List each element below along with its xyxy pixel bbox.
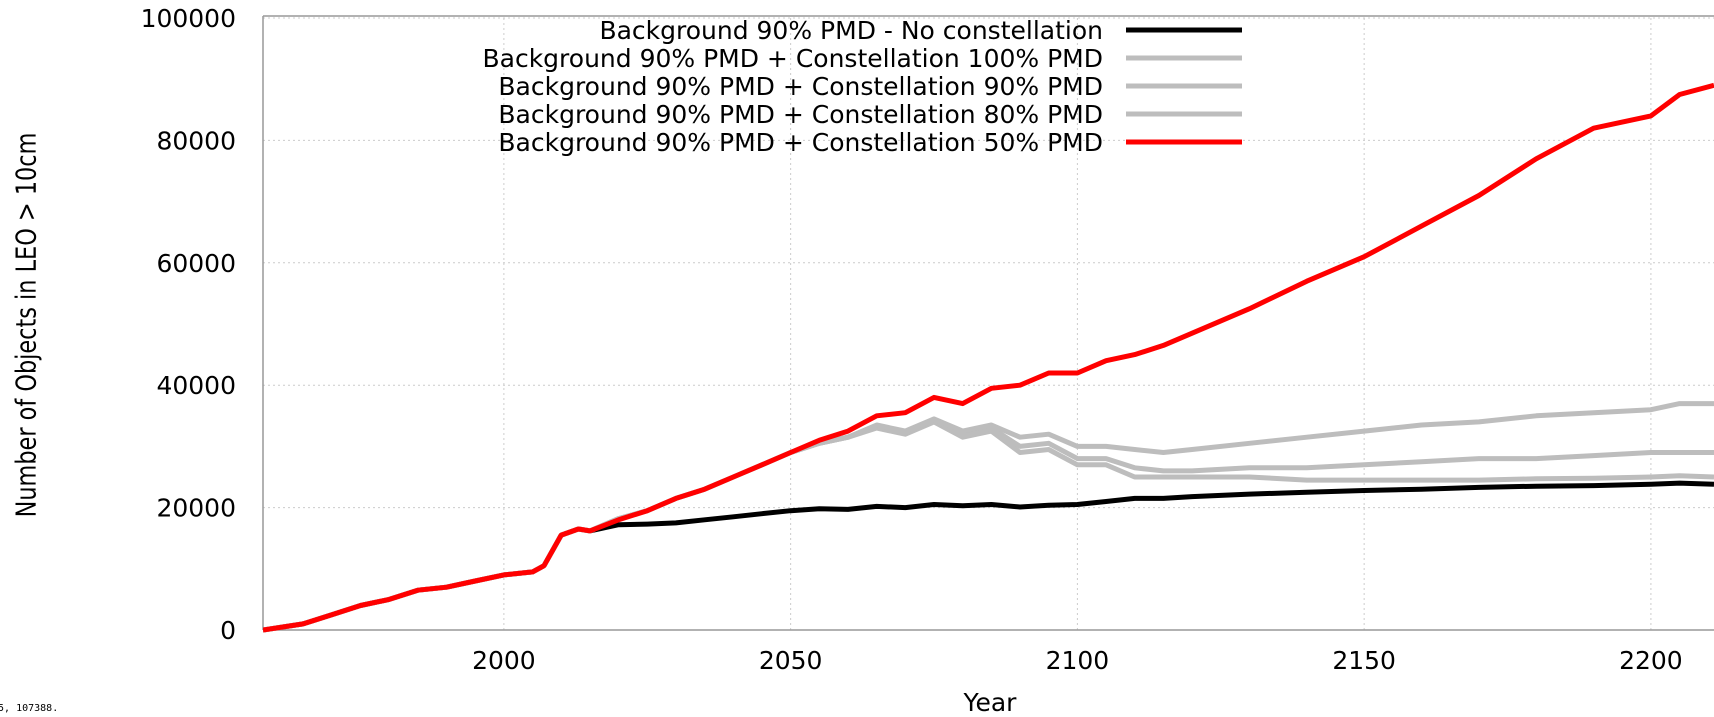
grid <box>263 17 1714 631</box>
x-tick-label: 2200 <box>1619 646 1683 675</box>
x-tick-label: 2100 <box>1046 646 1110 675</box>
legend-label: Background 90% PMD + Constellation 50% P… <box>498 128 1103 157</box>
annotation: 35, 107388. <box>0 703 58 714</box>
y-tick-label: 80000 <box>156 126 236 155</box>
series-line <box>263 480 1714 633</box>
legend-label: Background 90% PMD - No constellation <box>599 16 1103 45</box>
legend-label: Background 90% PMD + Constellation 80% P… <box>498 100 1103 129</box>
y-axis-label: Number of Objects in LEO > 10cm <box>9 133 42 518</box>
legend: Background 90% PMD - No constellationBac… <box>482 16 1242 157</box>
legend-label: Background 90% PMD + Constellation 100% … <box>482 44 1103 73</box>
y-tick-label: 0 <box>220 616 236 645</box>
plot-area <box>263 82 1714 633</box>
x-tick-label: 2050 <box>759 646 823 675</box>
legend-label: Background 90% PMD + Constellation 90% P… <box>498 72 1103 101</box>
x-tick-label: 2150 <box>1332 646 1396 675</box>
series-line <box>263 417 1714 633</box>
series-line <box>263 82 1714 633</box>
x-tick-label: 2000 <box>472 646 536 675</box>
y-tick-label: 100000 <box>141 4 236 33</box>
series-line <box>263 401 1714 633</box>
y-tick-label: 60000 <box>156 249 236 278</box>
y-tick-label: 20000 <box>156 494 236 523</box>
series-line <box>263 419 1714 633</box>
x-axis-label: Year <box>963 688 1018 717</box>
y-tick-label: 40000 <box>156 371 236 400</box>
